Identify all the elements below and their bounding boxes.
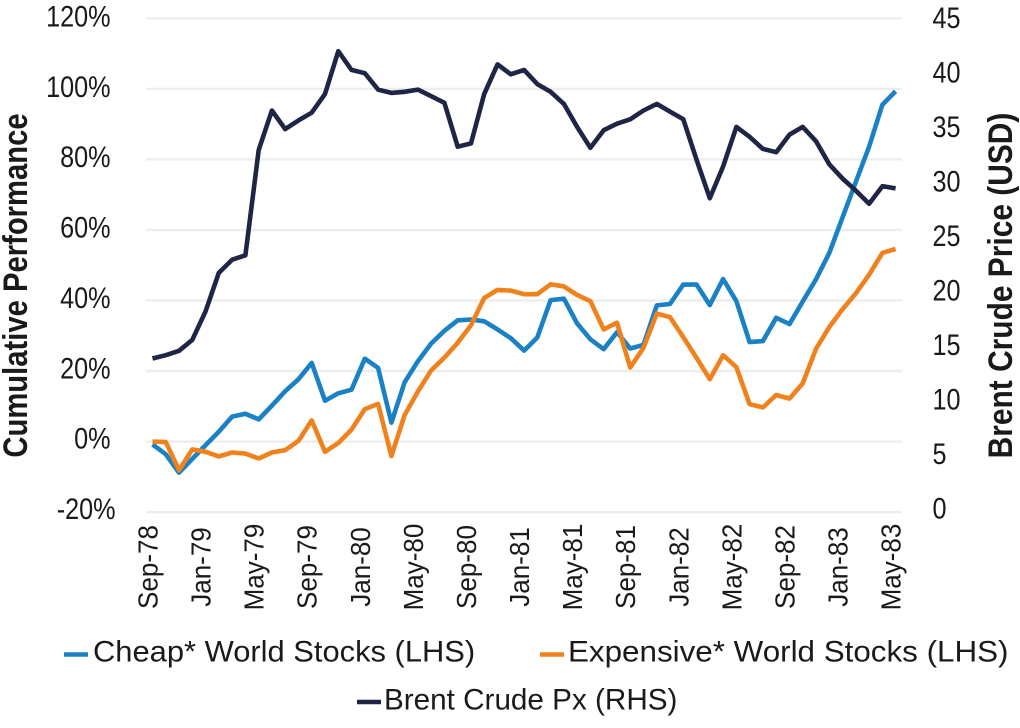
svg-text:80%: 80% — [60, 140, 110, 174]
svg-text:May-79: May-79 — [239, 524, 270, 611]
svg-text:0: 0 — [933, 491, 947, 525]
svg-text:Jan-80: Jan-80 — [345, 527, 376, 607]
svg-text:20%: 20% — [60, 351, 110, 385]
svg-text:5: 5 — [933, 437, 947, 471]
svg-text:May-83: May-83 — [876, 524, 907, 611]
svg-text:Sep-78: Sep-78 — [133, 525, 164, 609]
svg-text:30: 30 — [933, 164, 961, 198]
svg-text:-20%: -20% — [57, 492, 116, 526]
svg-text:Sep-82: Sep-82 — [770, 525, 801, 609]
svg-text:Sep-79: Sep-79 — [292, 525, 323, 609]
svg-text:Brent Crude Px (RHS): Brent Crude Px (RHS) — [384, 683, 677, 716]
svg-text:May-80: May-80 — [398, 524, 429, 611]
svg-text:Jan-83: Jan-83 — [823, 527, 854, 607]
svg-text:May-81: May-81 — [557, 524, 588, 611]
svg-text:Expensive* World Stocks (LHS): Expensive* World Stocks (LHS) — [568, 634, 1008, 668]
svg-text:100%: 100% — [46, 70, 110, 104]
svg-text:40: 40 — [933, 55, 961, 89]
svg-text:35: 35 — [933, 110, 961, 144]
svg-text:Jan-82: Jan-82 — [663, 527, 694, 607]
svg-text:45: 45 — [933, 1, 961, 35]
svg-text:15: 15 — [933, 328, 961, 362]
svg-text:40%: 40% — [60, 281, 110, 315]
svg-text:Sep-80: Sep-80 — [451, 525, 482, 609]
svg-text:Cumulative Performance: Cumulative Performance — [0, 113, 35, 457]
svg-text:25: 25 — [933, 219, 961, 253]
svg-text:Sep-81: Sep-81 — [610, 525, 641, 609]
svg-text:Jan-79: Jan-79 — [186, 527, 217, 607]
svg-text:20: 20 — [933, 273, 961, 307]
svg-text:0%: 0% — [74, 422, 110, 456]
svg-text:120%: 120% — [46, 0, 110, 33]
svg-text:10: 10 — [933, 382, 961, 416]
svg-text:Cheap* World Stocks (LHS): Cheap* World Stocks (LHS) — [93, 635, 475, 668]
svg-text:Brent Crude Price (USD): Brent Crude Price (USD) — [981, 113, 1019, 459]
svg-text:Jan-81: Jan-81 — [504, 527, 535, 607]
svg-text:60%: 60% — [60, 211, 110, 245]
svg-text:May-82: May-82 — [717, 524, 748, 611]
